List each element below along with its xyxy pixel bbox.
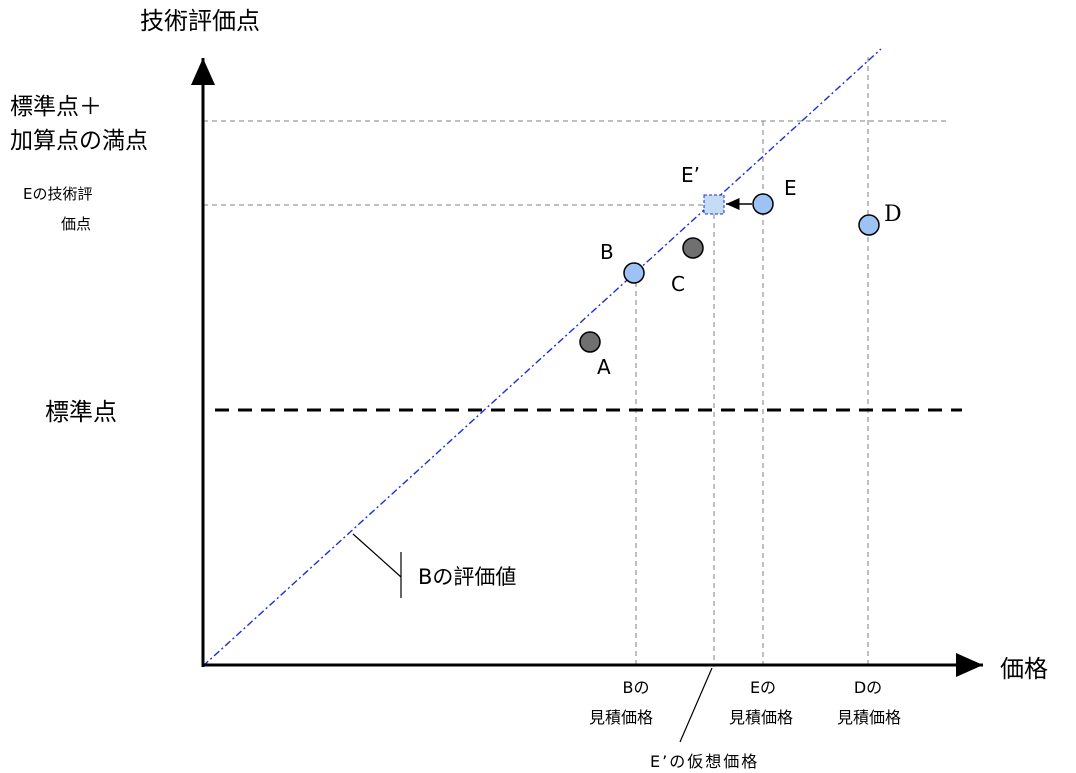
point-e-marker [752, 193, 774, 215]
e-price-label-line1: Eの [750, 678, 776, 697]
point-d-label: D [884, 202, 902, 227]
d-price-label-line1: Dの [854, 678, 882, 697]
point-e-label: E [784, 176, 797, 200]
e-price-label-line2: 見積価格 [729, 708, 793, 727]
b-price-label-line2: 見積価格 [589, 708, 653, 727]
e-prime-price-pointer [679, 667, 713, 743]
point-b-marker [623, 262, 645, 284]
point-b-label: B [600, 240, 614, 264]
e-score-label-line2: 価点 [61, 215, 91, 233]
b-price-label-line1: Bの [623, 678, 650, 697]
point-c-marker [682, 237, 704, 259]
d-price-label-line2: 見積価格 [837, 708, 901, 727]
point-e-prime-label: E’ [681, 163, 700, 187]
max-score-label-line1: 標準点＋ [10, 94, 102, 120]
point-d-marker [858, 214, 880, 236]
standard-score-label: 標準点 [45, 398, 117, 426]
y-axis-title: 技術評価点 [140, 7, 260, 35]
x-axis-title: 価格 [1000, 655, 1048, 683]
evaluation-line [202, 48, 882, 667]
max-score-label-line2: 加算点の満点 [10, 128, 148, 154]
point-e-prime-marker [703, 194, 725, 215]
e-prime-price-label: E’の仮想価格 [650, 752, 759, 771]
point-c-label: C [671, 272, 685, 296]
b-evaluation-label: Bの評価値 [418, 565, 516, 589]
point-a-label: A [597, 355, 611, 379]
e-score-label-line1: Eの技術評 [23, 185, 92, 203]
b-evaluation-pointer [352, 533, 402, 578]
point-a-marker [579, 331, 601, 353]
